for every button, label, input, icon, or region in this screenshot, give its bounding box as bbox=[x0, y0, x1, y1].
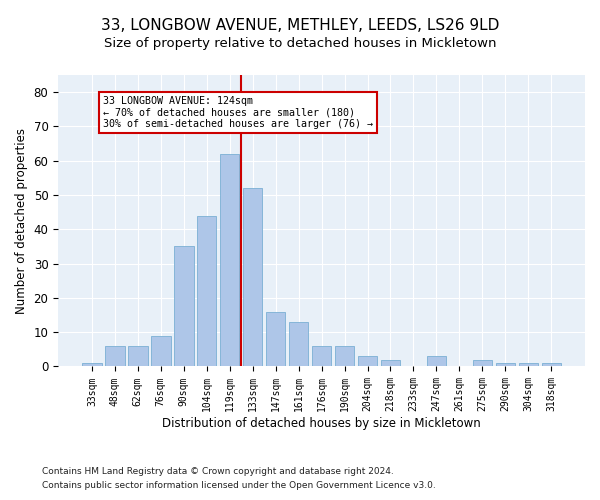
Bar bbox=[496, 363, 515, 366]
Bar bbox=[105, 346, 125, 366]
Bar bbox=[266, 312, 286, 366]
Text: Contains public sector information licensed under the Open Government Licence v3: Contains public sector information licen… bbox=[42, 481, 436, 490]
Bar bbox=[151, 336, 170, 366]
X-axis label: Distribution of detached houses by size in Mickletown: Distribution of detached houses by size … bbox=[162, 417, 481, 430]
Bar bbox=[542, 363, 561, 366]
Text: 33, LONGBOW AVENUE, METHLEY, LEEDS, LS26 9LD: 33, LONGBOW AVENUE, METHLEY, LEEDS, LS26… bbox=[101, 18, 499, 32]
Text: Contains HM Land Registry data © Crown copyright and database right 2024.: Contains HM Land Registry data © Crown c… bbox=[42, 468, 394, 476]
Y-axis label: Number of detached properties: Number of detached properties bbox=[15, 128, 28, 314]
Bar bbox=[518, 363, 538, 366]
Text: 33 LONGBOW AVENUE: 124sqm
← 70% of detached houses are smaller (180)
30% of semi: 33 LONGBOW AVENUE: 124sqm ← 70% of detac… bbox=[103, 96, 373, 129]
Bar bbox=[174, 246, 194, 366]
Bar bbox=[381, 360, 400, 366]
Bar bbox=[82, 363, 101, 366]
Bar bbox=[358, 356, 377, 366]
Bar bbox=[197, 216, 217, 366]
Bar bbox=[128, 346, 148, 366]
Bar bbox=[335, 346, 355, 366]
Bar bbox=[220, 154, 239, 366]
Bar bbox=[473, 360, 492, 366]
Bar bbox=[427, 356, 446, 366]
Text: Size of property relative to detached houses in Mickletown: Size of property relative to detached ho… bbox=[104, 38, 496, 51]
Bar bbox=[243, 188, 262, 366]
Bar bbox=[312, 346, 331, 366]
Bar bbox=[289, 322, 308, 366]
